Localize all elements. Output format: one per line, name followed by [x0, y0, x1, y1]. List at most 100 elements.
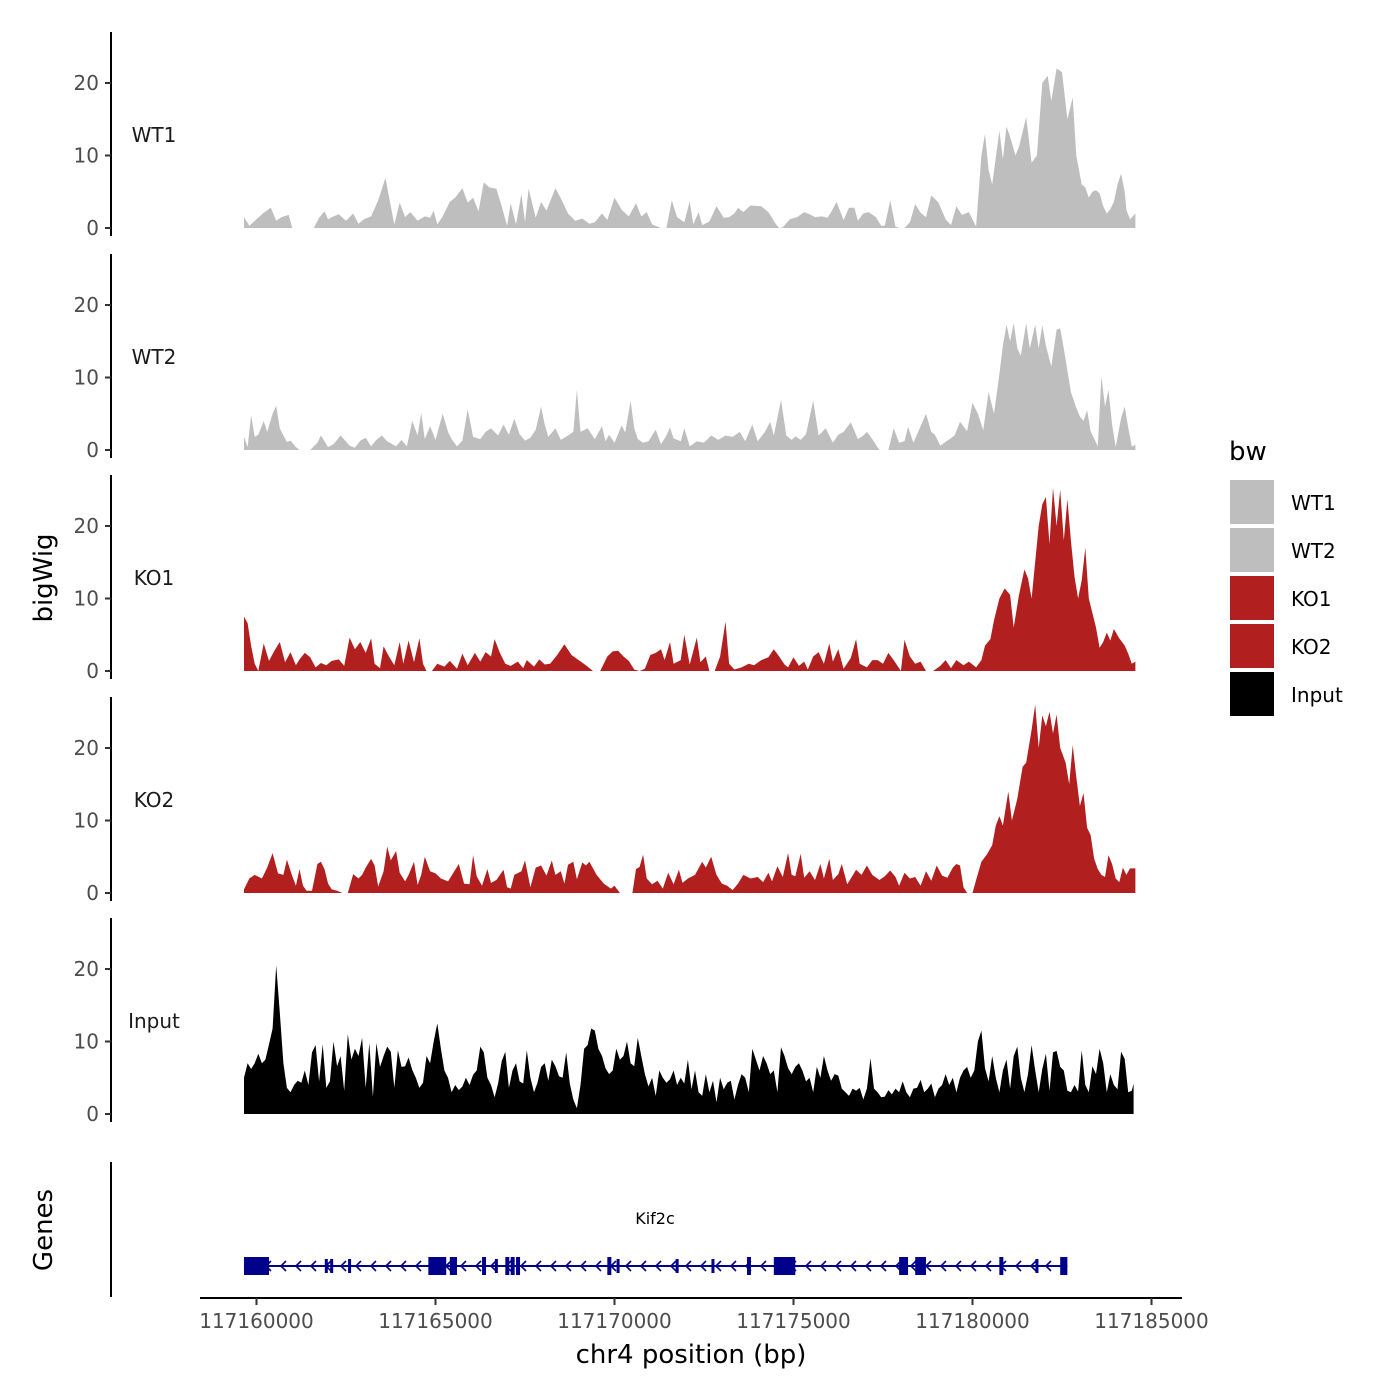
- track-wt2-area: [244, 323, 1136, 450]
- y-tick-label: 20: [74, 71, 99, 95]
- strand-arrow: [954, 1260, 962, 1272]
- strand-arrow: [1044, 1260, 1052, 1272]
- track-wt1: 0 10 20 WT1: [74, 32, 1136, 240]
- y-tick-label: 0: [86, 659, 99, 683]
- y-tick-label: 20: [74, 293, 99, 317]
- bigwig-tracks: 0 10 20 WT1 0 10 20 WT2 0 10 20 KO1 0 10 20 KO2 0 10 20 Inp…: [74, 32, 1136, 1126]
- strand-arrow: [819, 1260, 827, 1272]
- legend-swatch-wt2: [1230, 528, 1274, 572]
- track-ko2: 0 10 20 KO2: [74, 697, 1136, 905]
- gene-exon-small: [675, 1259, 679, 1273]
- strand-arrow: [294, 1260, 302, 1272]
- strand-arrow: [759, 1260, 767, 1272]
- gene-exon: [449, 1257, 457, 1275]
- gene-exon: [505, 1257, 510, 1275]
- strand-arrow: [339, 1260, 347, 1272]
- y-tick-label: 10: [74, 1030, 99, 1054]
- strand-arrow: [354, 1260, 362, 1272]
- x-tick-label: 117180000: [915, 1309, 1030, 1333]
- gene-exon: [999, 1257, 1004, 1275]
- track-label-wt2: WT2: [132, 345, 177, 369]
- y-tick-label: 20: [74, 957, 99, 981]
- strand-arrow: [864, 1260, 872, 1272]
- strand-arrow: [639, 1260, 647, 1272]
- strand-arrow: [714, 1260, 722, 1272]
- strand-arrow: [579, 1260, 587, 1272]
- gene-exon: [915, 1257, 926, 1275]
- x-axis-title: chr4 position (bp): [576, 1340, 807, 1370]
- genes-axis-title: Genes: [29, 1189, 59, 1271]
- gene-name-label: Kif2c: [635, 1209, 675, 1228]
- track-wt2: 0 10 20 WT2: [74, 254, 1136, 462]
- legend-label-wt2: WT2: [1291, 539, 1336, 563]
- strand-arrow: [399, 1260, 407, 1272]
- x-tick-label: 117175000: [736, 1309, 851, 1333]
- strand-arrow: [879, 1260, 887, 1272]
- gene-exon-small: [616, 1259, 620, 1273]
- strand-arrow: [909, 1260, 917, 1272]
- strand-arrow: [849, 1260, 857, 1272]
- legend: bw WT1 WT2 KO1 KO2 Input: [1229, 437, 1343, 716]
- gene-exon: [516, 1257, 521, 1275]
- strand-arrow: [1029, 1260, 1037, 1272]
- gene-exon: [746, 1257, 751, 1275]
- track-label-input: Input: [128, 1009, 180, 1033]
- x-axis: 117160000 117165000 117170000 117175000 1171…: [199, 1297, 1209, 1370]
- legend-label-ko1: KO1: [1291, 587, 1332, 611]
- gene-exon-small: [494, 1259, 498, 1273]
- strand-arrow: [594, 1260, 602, 1272]
- legend-title: bw: [1229, 437, 1267, 467]
- gene-exon-small: [324, 1259, 328, 1273]
- track-label-wt1: WT1: [132, 123, 177, 147]
- y-tick-label: 20: [74, 514, 99, 538]
- y-tick-label: 10: [74, 809, 99, 833]
- strand-arrow: [519, 1260, 527, 1272]
- strand-arrow: [834, 1260, 842, 1272]
- gene-exon: [1060, 1257, 1068, 1275]
- gene-exon: [482, 1257, 487, 1275]
- legend-label-input: Input: [1291, 683, 1343, 707]
- strand-arrow: [804, 1260, 812, 1272]
- legend-swatch-ko2: [1230, 624, 1274, 668]
- track-ko2-area: [244, 704, 1136, 893]
- x-ticks: 117160000 117165000 117170000 117175000 1171…: [199, 1298, 1209, 1333]
- strand-arrow: [654, 1260, 662, 1272]
- y-tick-label: 20: [74, 736, 99, 760]
- strand-arrow: [279, 1260, 287, 1272]
- x-tick-label: 117185000: [1094, 1309, 1209, 1333]
- strand-arrow: [534, 1260, 542, 1272]
- track-ko1-area: [244, 487, 1136, 671]
- gene-exon: [899, 1257, 909, 1275]
- legend-swatch-wt1: [1230, 480, 1274, 524]
- strand-arrow: [624, 1260, 632, 1272]
- strand-arrow: [939, 1260, 947, 1272]
- gene-exon: [428, 1257, 447, 1275]
- x-tick-label: 117165000: [378, 1309, 493, 1333]
- strand-arrow: [729, 1260, 737, 1272]
- gene-exon-small: [1035, 1259, 1039, 1273]
- y-tick-label: 0: [86, 438, 99, 462]
- strand-arrow: [474, 1260, 482, 1272]
- track-input: 0 10 20 Input: [74, 918, 1134, 1126]
- gene-model: [243, 1257, 1068, 1275]
- gene-exon-small: [711, 1259, 715, 1273]
- y-tick-label: 10: [74, 144, 99, 168]
- strand-arrow: [489, 1260, 497, 1272]
- strand-arrow: [984, 1260, 992, 1272]
- y-tick-label: 0: [86, 1102, 99, 1126]
- gene-exon: [510, 1257, 515, 1275]
- legend-items: WT1 WT2 KO1 KO2 Input: [1230, 480, 1343, 716]
- legend-label-ko2: KO2: [1291, 635, 1332, 659]
- legend-swatch-ko1: [1230, 576, 1274, 620]
- gene-exon: [773, 1257, 796, 1275]
- strand-arrow: [699, 1260, 707, 1272]
- strand-arrow: [564, 1260, 572, 1272]
- y-tick-label: 10: [74, 366, 99, 390]
- y-tick-label: 0: [86, 216, 99, 240]
- track-label-ko1: KO1: [134, 566, 175, 590]
- gene-exon: [607, 1257, 612, 1275]
- gene-exon-small: [348, 1259, 352, 1273]
- track-wt1-area: [244, 68, 1136, 228]
- track-ko1: 0 10 20 KO1: [74, 475, 1136, 683]
